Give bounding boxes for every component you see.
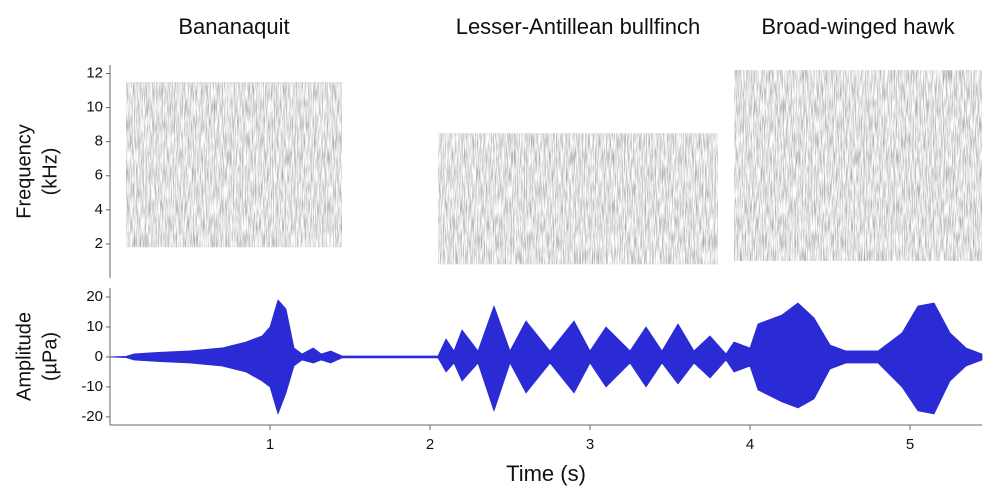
x-tick-label: 1: [266, 436, 274, 453]
y-axis-label: (kHz): [39, 148, 61, 196]
x-tick-label: 3: [586, 436, 594, 453]
spectrogram: [126, 70, 982, 265]
y-tick-label: -10: [81, 378, 103, 395]
y-tick-label: 12: [86, 64, 103, 81]
annotation: Bananaquit: [178, 14, 289, 39]
y-axis-label: Frequency: [13, 124, 35, 219]
y-axis-label: (µPa): [39, 332, 61, 381]
y-tick-label: 6: [95, 167, 103, 184]
y-tick-label: 10: [86, 318, 103, 335]
spectrogram-segment: [126, 82, 342, 248]
y-tick-label: 8: [95, 133, 103, 150]
y-axis-label: Amplitude: [13, 312, 35, 401]
y-tick-label: 10: [86, 99, 103, 116]
spectrogram-segment: [438, 133, 718, 265]
y-tick-label: 4: [95, 201, 103, 218]
y-tick-label: -20: [81, 408, 103, 425]
x-tick-label: 2: [426, 436, 434, 453]
x-tick-label: 4: [746, 436, 754, 453]
annotation: Broad-winged hawk: [761, 14, 955, 39]
waveform-envelope: [109, 356, 983, 415]
waveform-envelope: [109, 299, 983, 358]
y-tick-label: 0: [95, 348, 103, 365]
y-tick-label: 20: [86, 288, 103, 305]
spectrogram-segment: [734, 70, 982, 261]
x-tick-label: 5: [906, 436, 914, 453]
annotation: Lesser-Antillean bullfinch: [456, 14, 701, 39]
x-axis-label: Time (s): [506, 461, 586, 486]
y-tick-label: 2: [95, 235, 103, 252]
